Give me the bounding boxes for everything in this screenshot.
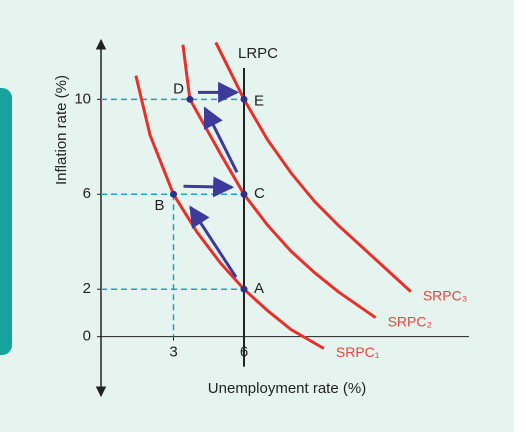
point-label: E	[254, 92, 264, 109]
point-label: C	[254, 185, 265, 202]
point	[240, 95, 248, 103]
lrpc-label: LRPC	[238, 45, 278, 62]
arrow	[189, 205, 238, 279]
legend-label: SRPC₁	[336, 344, 380, 360]
y-tick-label: 0	[83, 328, 91, 345]
srpc-curve	[181, 44, 377, 319]
point-label: A	[254, 280, 264, 297]
side-tab	[0, 88, 12, 355]
arrow	[203, 106, 239, 173]
point	[186, 95, 194, 103]
y-axis-label: Inflation rate (%)	[53, 75, 70, 185]
y-tick-label: 2	[83, 280, 91, 297]
arrow	[183, 176, 235, 198]
point	[170, 190, 177, 198]
point-label: B	[154, 197, 164, 214]
legend-label: SRPC₂	[388, 313, 432, 329]
srpc-curve	[214, 41, 412, 293]
srpc-curve	[134, 75, 325, 350]
y-tick-label: 10	[74, 90, 91, 107]
background	[0, 0, 514, 432]
point	[240, 190, 248, 198]
x-tick-label: 3	[169, 344, 177, 361]
legend-label: SRPC₃	[423, 287, 468, 303]
x-axis-label: Unemployment rate (%)	[208, 380, 366, 397]
y-tick-label: 6	[83, 185, 91, 202]
point-label: D	[173, 80, 184, 97]
point	[240, 285, 248, 293]
